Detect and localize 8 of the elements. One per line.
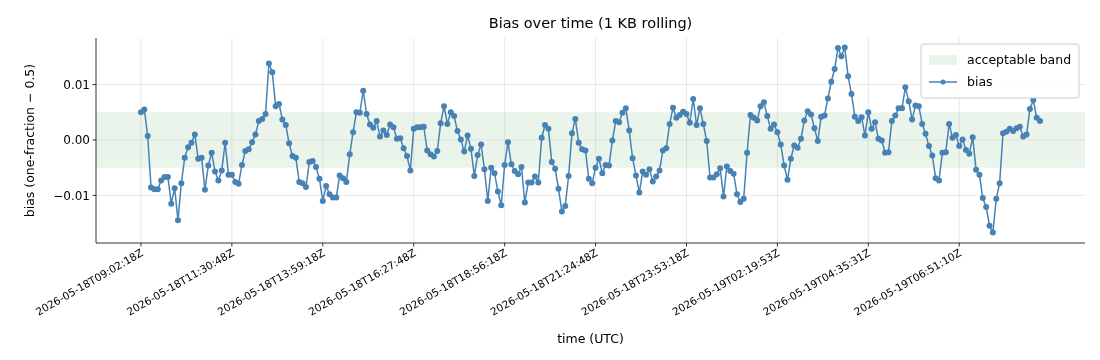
y-tick-label: 0.01 xyxy=(63,77,90,92)
legend-label: bias xyxy=(967,74,993,90)
x-axis-title: time (UTC) xyxy=(557,331,624,346)
legend-label: acceptable band xyxy=(967,52,1072,68)
chart-title: Bias over time (1 KB rolling) xyxy=(488,15,693,31)
y-tick-label: 0.00 xyxy=(63,133,90,148)
y-tick-label: −0.01 xyxy=(53,188,90,203)
y-axis-title: bias (one-fraction − 0.5) xyxy=(22,63,37,218)
